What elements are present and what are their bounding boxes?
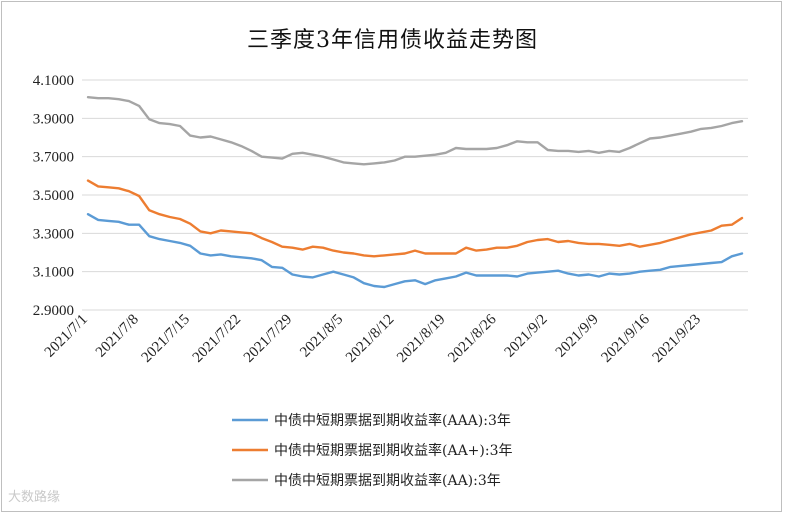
x-tick-label: 2021/8/19 <box>394 312 448 366</box>
series-line <box>86 179 744 258</box>
x-tick-label: 2021/7/15 <box>139 312 193 366</box>
x-tick-label: 2021/9/9 <box>553 312 602 361</box>
x-tick-label: 2021/9/2 <box>502 312 551 361</box>
x-tick-label: 2021/7/22 <box>190 312 244 366</box>
y-tick-label: 3.7000 <box>33 150 74 166</box>
y-tick-label: 3.5000 <box>33 188 74 204</box>
x-tick-label: 2021/9/23 <box>650 312 704 366</box>
x-tick-label: 2021/8/26 <box>445 311 500 366</box>
legend-label: 中债中短期票据到期收益率(AAA):3年 <box>274 412 511 429</box>
y-tick-label: 2.9000 <box>33 303 74 319</box>
x-tick-label: 2021/9/16 <box>599 311 654 366</box>
x-tick-label: 2021/8/5 <box>297 312 346 361</box>
y-tick-label: 3.1000 <box>33 265 74 281</box>
x-axis-ticks: 2021/7/1 2021/7/82021/7/152021/7/222021/7… <box>42 311 704 366</box>
x-tick-label: 2021/8/12 <box>343 312 397 366</box>
y-axis-ticks: 2.9000 3.1000 3.3000 3.5000 3.7000 3.9000 4.10… <box>33 73 74 319</box>
x-tick-label: 2021/7/8 <box>93 312 142 361</box>
series-line <box>86 212 744 289</box>
series-line <box>86 95 744 166</box>
legend: 中债中短期票据到期收益率(AAA):3年中债中短期票据到期收益率(AA+):3年… <box>232 412 513 489</box>
y-tick-label: 4.1000 <box>33 73 74 89</box>
legend-label: 中债中短期票据到期收益率(AA):3年 <box>274 472 501 489</box>
legend-label: 中债中短期票据到期收益率(AA+):3年 <box>274 442 513 459</box>
y-tick-label: 3.9000 <box>33 111 74 127</box>
chart-title: 三季度3年信用债收益走势图 <box>247 28 538 53</box>
y-tick-label: 3.3000 <box>33 226 74 242</box>
watermark: 大数路缘 <box>8 490 61 505</box>
series-lines <box>86 95 744 289</box>
grid-lines <box>82 79 748 311</box>
x-tick-label: 2021/7/29 <box>241 312 295 366</box>
